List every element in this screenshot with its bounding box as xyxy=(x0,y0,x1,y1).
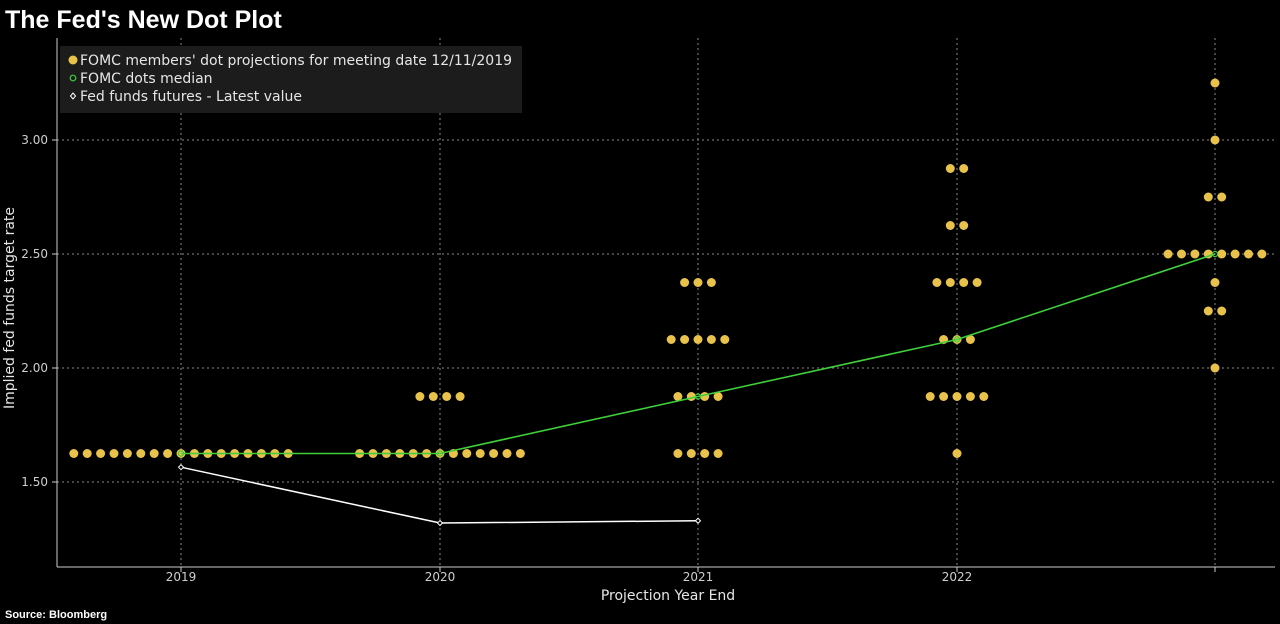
fomc-dot-2019-1-625-1 xyxy=(69,449,79,458)
fomc-dot-2021-2-125-4 xyxy=(706,335,716,344)
fomc-dot-longer-run-2-25-2 xyxy=(1217,306,1227,316)
fomc-dot-2021-1-625-3 xyxy=(700,449,710,458)
median-point-2020 xyxy=(436,450,444,457)
fomc-dot-2020-1-625-12 xyxy=(502,449,512,458)
fomc-dot-2021-2-125-5 xyxy=(720,335,730,344)
legend-marker-dots xyxy=(68,55,78,65)
fomc-dot-2021-1-625-2 xyxy=(686,449,696,458)
x-tick-label-2019: 2019 xyxy=(166,570,197,584)
fomc-dot-2021-2-125-3 xyxy=(693,335,703,344)
fomc-dot-2021-2-125-2 xyxy=(680,335,690,344)
fomc-dot-2022-2-625-2 xyxy=(959,221,969,230)
fomc-dot-2020-1-875-2 xyxy=(428,392,438,401)
legend-label-futures: Fed funds futures - Latest value xyxy=(80,89,302,105)
axes xyxy=(56,38,1275,568)
fomc-dot-longer-run-2-5-3 xyxy=(1190,249,1200,259)
fomc-dot-2021-1-875-4 xyxy=(713,392,723,401)
fomc-dot-2022-1-875-5 xyxy=(979,392,989,401)
fomc-dot-2019-1-625-4 xyxy=(109,449,119,458)
fomc-dot-2022-2-125-3 xyxy=(965,335,975,344)
grid-lines xyxy=(57,38,1275,567)
fomc-dot-2022-2-875-2 xyxy=(959,164,969,173)
fomc-dot-longer-run-2-25-1 xyxy=(1203,306,1213,316)
fomc-dot-longer-run-2-75-2 xyxy=(1217,192,1227,202)
fomc-dot-2020-1-625-10 xyxy=(475,449,485,458)
fomc-dot-2021-1-625-4 xyxy=(713,449,723,458)
fomc-dot-longer-run-2-375-1 xyxy=(1210,278,1220,287)
fomc-dot-2021-1-875-1 xyxy=(673,392,683,401)
fomc-dot-longer-run-2-5-1 xyxy=(1163,249,1173,259)
legend-background xyxy=(60,46,522,113)
y-axis-ticks: 1.50 2.00 2.50 3.00 xyxy=(21,133,57,489)
fomc-dot-2022-2-375-1 xyxy=(932,278,942,287)
x-tick-label-2020: 2020 xyxy=(425,570,456,584)
futures-point-2020 xyxy=(436,519,444,527)
fomc-dot-2021-2-375-1 xyxy=(680,278,690,287)
median-line xyxy=(181,253,1216,455)
y-axis-label: Implied fed funds target rate xyxy=(2,207,18,409)
chart-title: The Fed's New Dot Plot xyxy=(5,6,282,34)
y-tick-label-3-00: 3.00 xyxy=(21,133,48,147)
fomc-dot-2021-2-375-3 xyxy=(706,278,716,287)
fomc-dot-longer-run-2-5-6 xyxy=(1230,249,1240,259)
fomc-dot-2021-1-625-1 xyxy=(673,449,683,458)
fomc-dot-longer-run-2-5-8 xyxy=(1257,249,1267,259)
legend-marker-futures xyxy=(69,92,77,100)
fomc-dot-2022-2-375-3 xyxy=(959,278,969,287)
fomc-dot-2020-1-625-11 xyxy=(489,449,499,458)
legend-label-median: FOMC dots median xyxy=(80,71,213,87)
y-tick-label-1-50: 1.50 xyxy=(21,475,48,489)
futures-point-2019 xyxy=(177,463,185,471)
fomc-dot-2022-1-875-4 xyxy=(965,392,975,401)
x-tick-label-2021: 2021 xyxy=(683,570,714,584)
fomc-dot-longer-run-2-75-1 xyxy=(1203,192,1213,202)
fomc-dot-longer-run-3-1 xyxy=(1210,135,1220,145)
fomc-dot-longer-run-2-5-2 xyxy=(1177,249,1186,259)
fomc-dot-longer-run-3-25-1 xyxy=(1210,78,1220,88)
fomc-dot-2020-1-625-13 xyxy=(515,449,525,458)
fomc-dot-2019-1-625-5 xyxy=(122,449,132,458)
source-note: Source: Bloomberg xyxy=(5,609,107,621)
fomc-dot-longer-run-2-5-7 xyxy=(1244,249,1253,259)
fomc-dot-2019-1-625-7 xyxy=(149,449,159,458)
fomc-dot-2022-1-875-3 xyxy=(952,392,962,401)
fomc-dot-2021-2-125-1 xyxy=(666,335,676,344)
fomc-dot-longer-run-2-5-5 xyxy=(1217,249,1227,259)
legend-marker-median xyxy=(69,74,77,82)
plot-area xyxy=(69,78,1267,527)
futures-point-2021 xyxy=(694,517,702,524)
median-point-2021 xyxy=(694,393,702,400)
fomc-dot-2019-1-625-8 xyxy=(163,449,173,458)
fomc-dot-2022-2-875-1 xyxy=(945,164,955,173)
median-point-longer-run xyxy=(1211,250,1219,258)
fomc-dot-2022-1-875-2 xyxy=(939,392,949,401)
fomc-dot-2020-1-875-1 xyxy=(415,392,425,401)
y-tick-label-2-00: 2.00 xyxy=(21,361,48,375)
fomc-dot-2019-1-625-6 xyxy=(136,449,146,458)
x-axis-label: Projection Year End xyxy=(601,588,735,604)
fomc-dot-2022-2-625-1 xyxy=(945,221,955,230)
fomc-dot-2020-1-875-3 xyxy=(442,392,452,401)
fomc-dot-2022-1-875-1 xyxy=(925,392,935,401)
fomc-dot-2022-2-375-2 xyxy=(945,278,955,287)
fomc-dot-longer-run-2-1 xyxy=(1210,363,1220,373)
fomc-dot-2020-1-875-4 xyxy=(455,392,465,401)
fomc-dot-2020-1-625-9 xyxy=(462,449,472,458)
x-tick-label-2022: 2022 xyxy=(942,570,973,584)
fomc-dot-2019-1-625-3 xyxy=(96,449,106,458)
y-tick-label-2-50: 2.50 xyxy=(21,247,48,261)
fomc-dot-2022-1-625-1 xyxy=(952,449,962,458)
median-point-2019 xyxy=(177,450,185,457)
x-axis-ticks: 2019 2020 2021 2022 xyxy=(166,567,1216,584)
legend-label-dots: FOMC members' dot projections for meetin… xyxy=(80,53,512,69)
fomc-dot-2019-1-625-2 xyxy=(82,449,92,458)
fomc-dot-2022-2-375-4 xyxy=(972,278,982,287)
legend: FOMC members' dot projections for meetin… xyxy=(60,46,522,113)
fomc-dot-2021-2-375-2 xyxy=(693,278,703,287)
median-point-2022 xyxy=(953,336,961,343)
